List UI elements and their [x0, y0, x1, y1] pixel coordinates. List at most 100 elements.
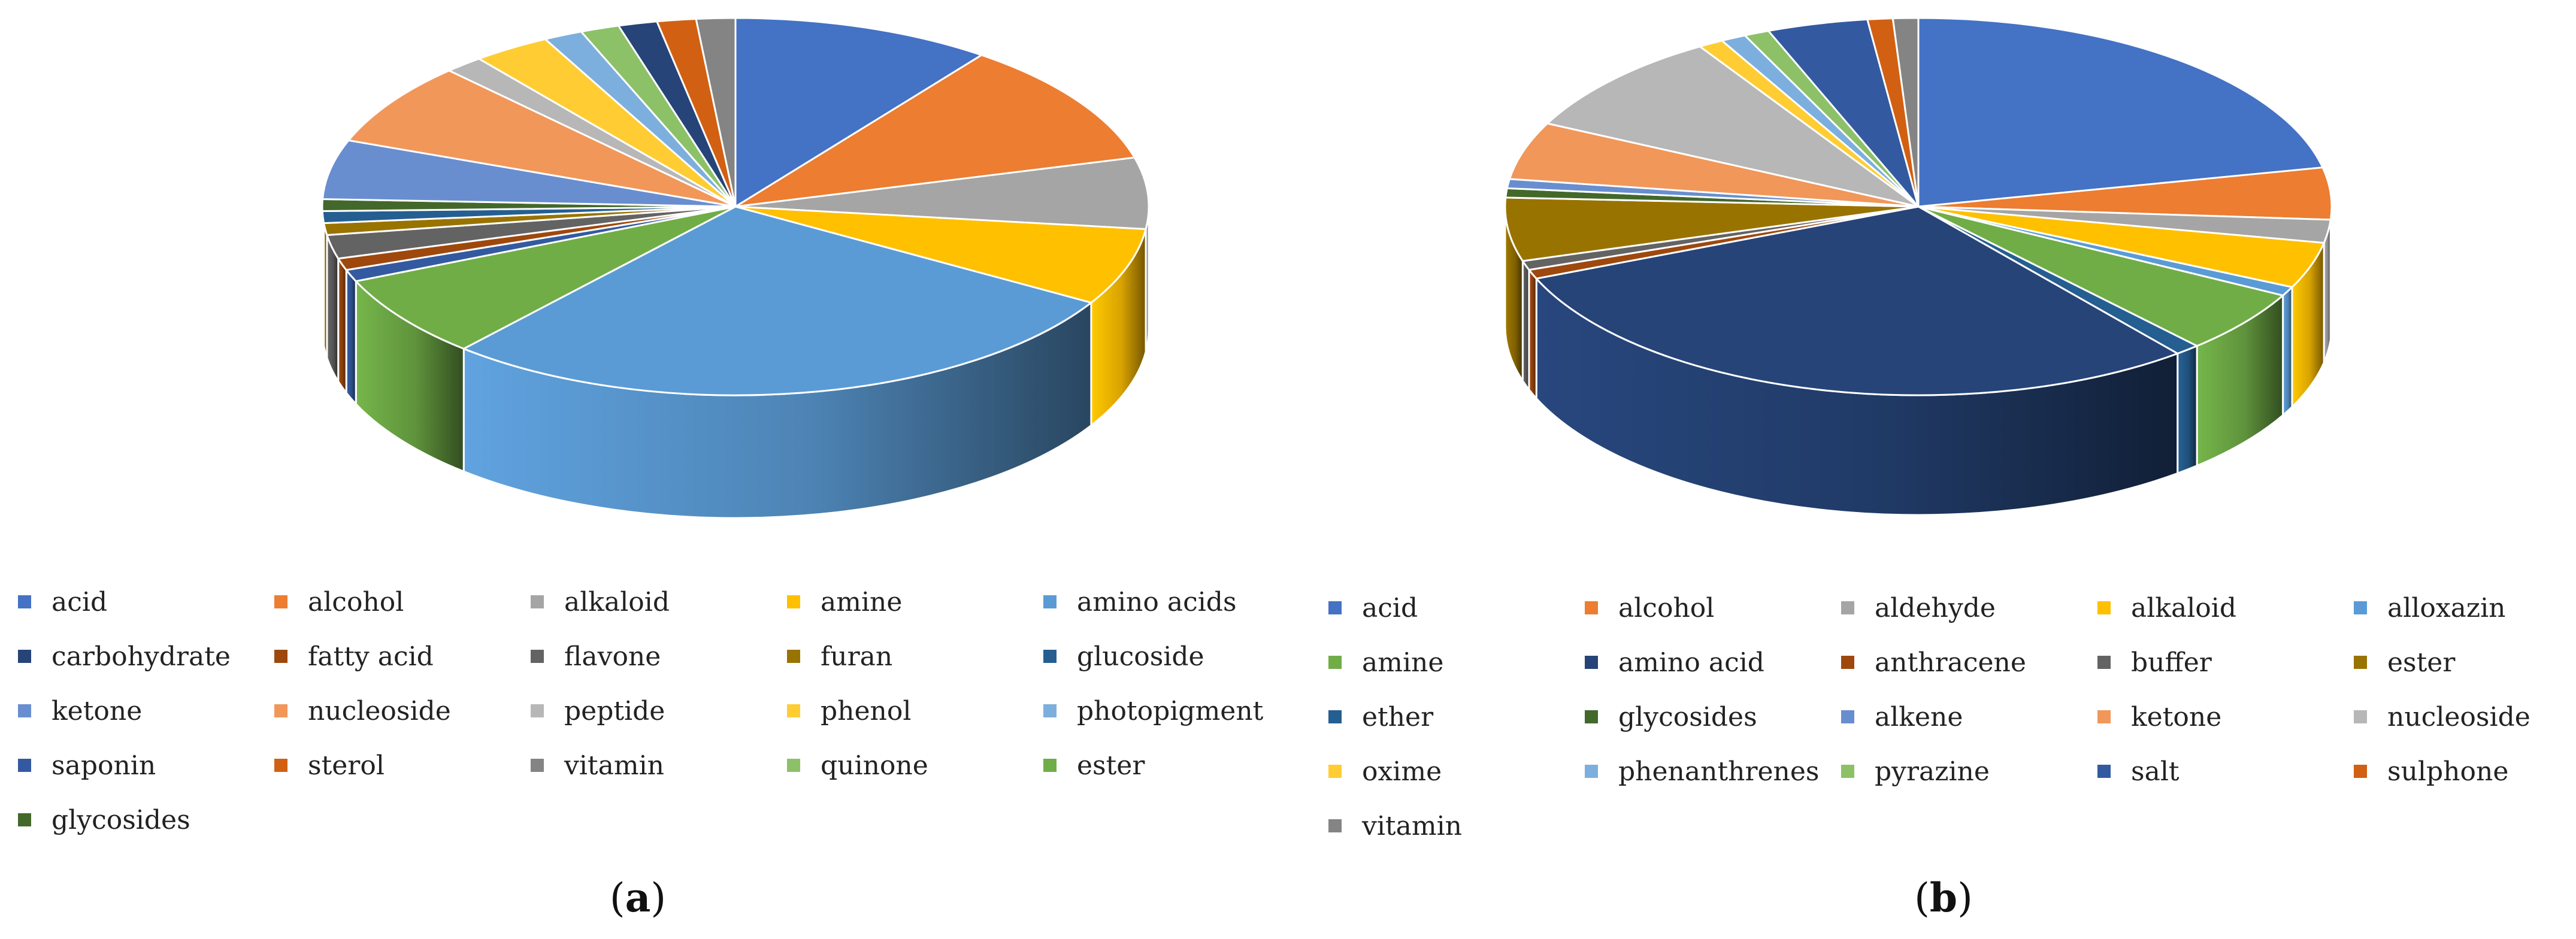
legend-swatch-ester: [2354, 656, 2367, 669]
legend-swatch-buffer: [2097, 656, 2111, 669]
pie-side-fatty-acid: [337, 255, 347, 396]
legend-swatch-furan: [787, 650, 800, 663]
pie-side-alloxazin: [2282, 284, 2293, 417]
legend-label-saponin: saponin: [52, 750, 156, 781]
legend-swatch-quinone: [787, 759, 800, 772]
pie-slice-acid: [1917, 17, 2324, 208]
legend-label-glycosides: glycosides: [1618, 702, 1757, 732]
legend-swatch-ether: [1328, 710, 1342, 723]
legend-label-aldehyde: aldehyde: [1875, 593, 1996, 623]
pie-side-walls: [1504, 206, 2333, 516]
legend-label-alkaloid: alkaloid: [564, 587, 670, 617]
legend-label-fatty-acid: fatty acid: [308, 641, 434, 672]
legend-swatch-aldehyde: [1841, 601, 1854, 614]
legend-a: acid alcohol alkaloid amine amino acids carbo…: [18, 587, 1264, 835]
panel-label-b: (b): [1914, 874, 1973, 921]
legend-swatch-glucoside: [1043, 650, 1057, 663]
legend-swatch-phenanthrenes: [1585, 765, 1598, 778]
pie-slice-amine: [1918, 205, 2285, 347]
pie-slice-ester: [1504, 196, 1919, 262]
legend-swatch-vitamin: [1328, 819, 1342, 832]
pie-slice-alcohol: [735, 54, 1136, 208]
legend-label-ester: ester: [2387, 647, 2456, 678]
legend-swatch-acid: [1328, 601, 1342, 614]
legend-swatch-ketone: [2097, 710, 2111, 723]
pie-side-anthracene: [1528, 267, 1537, 401]
legend-swatch-ester: [1043, 759, 1057, 772]
legend-swatch-nucleoside: [2354, 710, 2367, 723]
legend-swatch-amino-acids: [1043, 595, 1057, 608]
legend-swatch-alkene: [1841, 710, 1854, 723]
legend-label-buffer: buffer: [2131, 647, 2212, 678]
pie-slice-alcohol: [1918, 166, 2333, 221]
legend-label-acid: acid: [52, 587, 107, 617]
legend-swatch-oxime: [1328, 765, 1342, 778]
legend-label-amine: amine: [821, 587, 902, 617]
pie-slice-ketone: [1508, 122, 1919, 208]
pie-chart-a: [321, 17, 1150, 519]
legend-swatch-photopigment: [1043, 704, 1057, 717]
pie-slice-acid: [734, 17, 984, 208]
pie-slice-nucleoside: [347, 69, 736, 208]
legend-label-nucleoside: nucleoside: [2387, 702, 2530, 732]
legend-label-alloxazin: alloxazin: [2387, 593, 2506, 623]
legend-swatch-alloxazin: [2354, 601, 2367, 614]
legend-label-phenol: phenol: [821, 696, 911, 726]
pie-slice-vitamin: [1891, 17, 1920, 207]
pie-slice-ester: [354, 205, 736, 350]
legend-label-vitamin: vitamin: [1361, 811, 1462, 841]
legend-label-alcohol: alcohol: [1618, 593, 1714, 623]
legend-label-ester: ester: [1077, 750, 1145, 781]
pie-slice-ketone: [321, 139, 736, 208]
legend-label-peptide: peptide: [564, 696, 665, 726]
panel-label-a: (a): [610, 874, 666, 921]
legend-label-photopigment: photopigment: [1077, 696, 1264, 726]
legend-label-quinone: quinone: [821, 750, 928, 781]
legend-swatch-alkaloid: [2097, 601, 2111, 614]
legend-swatch-peptide: [531, 704, 544, 717]
pie-slice-nucleoside: [1545, 45, 1919, 208]
legend-swatch-amine: [787, 595, 800, 608]
pie-slice-amine: [735, 205, 1147, 304]
pie-top: [321, 17, 1150, 396]
legend-swatch-fatty-acid: [274, 650, 287, 663]
legend-swatch-acid: [18, 595, 31, 608]
legend-swatch-sterol: [274, 759, 287, 772]
legend-swatch-saponin: [18, 759, 31, 772]
legend-label-glycosides: glycosides: [52, 805, 190, 835]
legend-label-amino-acids: amino acids: [1077, 587, 1237, 617]
legend-swatch-glycosides: [1585, 710, 1598, 723]
legend-label-pyrazine: pyrazine: [1875, 756, 1990, 787]
legend-label-nucleoside: nucleoside: [308, 696, 451, 726]
legend-swatch-alcohol: [1585, 601, 1598, 614]
pie-slice-vitamin: [695, 17, 737, 207]
legend-label-vitamin: vitamin: [564, 750, 664, 781]
legend-label-acid: acid: [1362, 593, 1418, 623]
pie-slice-alkaloid: [735, 156, 1150, 231]
legend-label-alkaloid: alkaloid: [2131, 593, 2236, 623]
legend-swatch-alcohol: [274, 595, 287, 608]
pie-side-ether: [2177, 344, 2198, 475]
legend-swatch-nucleoside: [274, 704, 287, 717]
pie-top: [1504, 17, 2333, 396]
legend-label-ketone: ketone: [52, 696, 142, 726]
legend-swatch-pyrazine: [1841, 765, 1854, 778]
legend-swatch-anthracene: [1841, 656, 1854, 669]
legend-b: acid alcohol aldehyde alkaloid alloxazin amin…: [1328, 593, 2530, 841]
pie-slice-amino-acid: [1534, 205, 2180, 396]
legend-label-amino-acid: amino acid: [1618, 647, 1764, 678]
legend-label-furan: furan: [821, 641, 892, 672]
pie-chart-b: [1504, 17, 2333, 516]
legend-swatch-glycosides: [18, 813, 31, 826]
pie-side-saponin: [345, 267, 357, 407]
legend-label-salt: salt: [2131, 756, 2180, 787]
legend-label-sterol: sterol: [308, 750, 385, 781]
legend-swatch-carbohydrate: [18, 650, 31, 663]
legend-label-oxime: oxime: [1362, 756, 1442, 787]
legend-label-alcohol: alcohol: [308, 587, 404, 617]
legend-swatch-alkaloid: [531, 595, 544, 608]
legend-swatch-vitamin: [531, 759, 544, 772]
legend-label-carbohydrate: carbohydrate: [52, 641, 231, 672]
legend-label-glucoside: glucoside: [1077, 641, 1204, 672]
